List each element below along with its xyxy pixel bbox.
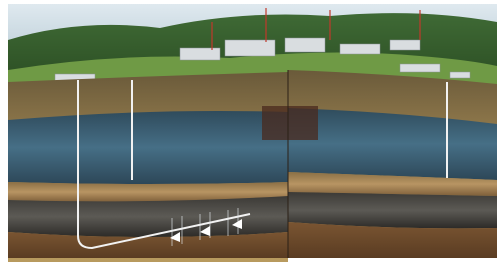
page: (() => { const data = JSON.parse(documen… <box>0 0 500 262</box>
layer-rock-left <box>8 111 288 184</box>
layer-shale-left <box>8 196 288 237</box>
illustration <box>0 0 500 262</box>
rock-pocket <box>262 106 318 140</box>
layer-shale-right <box>288 192 497 228</box>
